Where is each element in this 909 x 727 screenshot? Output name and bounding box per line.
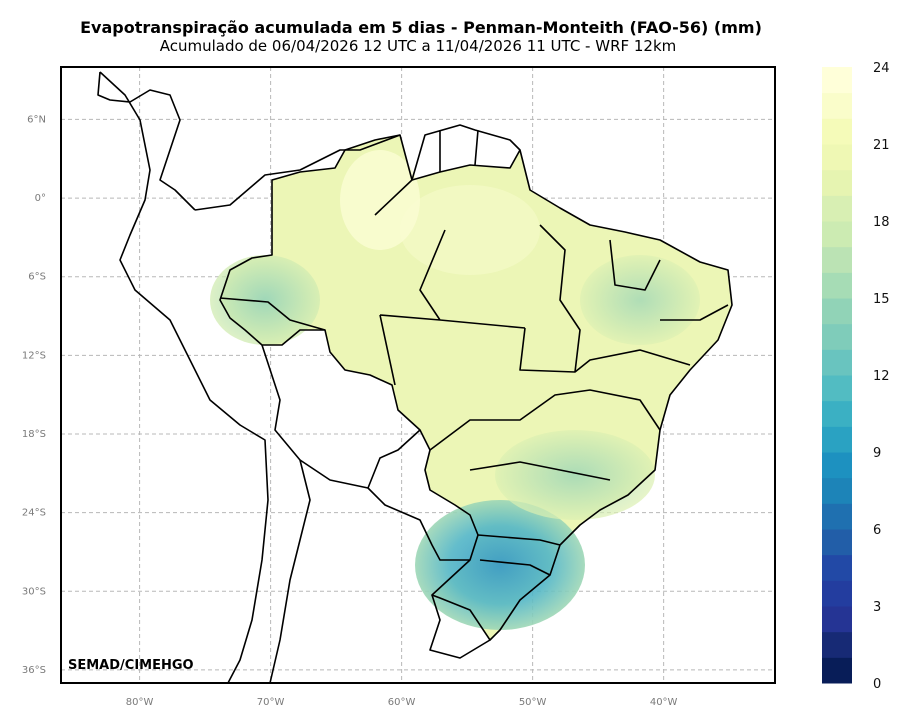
- colorbar-segment-15: [822, 272, 852, 299]
- chart-title: Evapotranspiração acumulada em 5 dias - …: [80, 18, 762, 37]
- lon-tick-label-0: 80°W: [126, 697, 154, 708]
- field-north-pale: [400, 185, 540, 275]
- lon-tick-label-4: 40°W: [650, 697, 678, 708]
- colorbar-tick-label-4: 12: [873, 369, 890, 384]
- field-northwest-pale: [340, 150, 420, 250]
- lat-tick-label-7: 36°S: [22, 665, 46, 676]
- data-field: [210, 135, 732, 640]
- brazil-field: [220, 135, 732, 640]
- colorbar-segment-4: [822, 554, 852, 581]
- lon-tick-label-1: 70°W: [257, 697, 285, 708]
- colorbar-tick-label-3: 9: [873, 446, 881, 461]
- lat-tick-label-5: 24°S: [22, 508, 46, 519]
- colorbar-segment-18: [822, 195, 852, 222]
- colorbar-segment-17: [822, 221, 852, 248]
- country-borders: [97, 71, 733, 683]
- colorbar-tick-label-5: 15: [873, 292, 890, 307]
- lon-axis: 80°W 70°W 60°W 50°W 40°W: [126, 697, 678, 708]
- field-southeast-green: [495, 430, 655, 520]
- colorbar-tick-label-0: 0: [873, 677, 881, 692]
- lon-tick-label-2: 60°W: [388, 697, 416, 708]
- colorbar-segment-3: [822, 580, 852, 607]
- colorbar-segment-6: [822, 503, 852, 530]
- west-coastline: [99, 71, 269, 683]
- colorbar-tick-label-6: 18: [873, 215, 890, 230]
- lat-tick-label-3: 12°S: [22, 350, 46, 361]
- colorbar-segment-20: [822, 144, 852, 171]
- colorbar-tick-label-8: 24: [873, 61, 890, 76]
- colorbar-segment-10: [822, 400, 852, 427]
- colorbar-segment-2: [822, 606, 852, 633]
- brazil-outline: [219, 134, 733, 641]
- colorbar-segment-11: [822, 375, 852, 402]
- central-america-coast: [97, 71, 196, 211]
- map-frame: [60, 66, 776, 684]
- state-borders-south: [429, 389, 661, 576]
- bolivia-border: [261, 344, 421, 489]
- uruguay-coast: [429, 594, 491, 659]
- credit-label: SEMAD/CIMEHGO: [68, 658, 194, 673]
- colorbar-segment-16: [822, 246, 852, 273]
- colorbar-segment-9: [822, 426, 852, 453]
- colorbar-segment-13: [822, 323, 852, 350]
- colorbar-segment-12: [822, 349, 852, 376]
- colorbar-ticks: 0 3 6 9 12 15 18 21 24: [873, 61, 890, 692]
- paraguay-border: [367, 487, 470, 561]
- state-borders-north: [219, 179, 526, 331]
- colorbar-segment-5: [822, 529, 852, 556]
- colorbar-tick-label-1: 3: [873, 600, 881, 615]
- colorbar-tick-label-7: 21: [873, 138, 890, 153]
- colorbar-segment-19: [822, 169, 852, 196]
- field-south-blue: [415, 500, 585, 630]
- guianas-borders: [411, 124, 521, 181]
- lat-axis: 6°N 0° 6°S 12°S 18°S 24°S 30°S 36°S: [22, 114, 46, 675]
- colorbar-segment-8: [822, 452, 852, 479]
- lat-tick-label-0: 6°N: [27, 114, 46, 125]
- colorbar-tick-label-2: 6: [873, 523, 881, 538]
- colorbar-segment-22: [822, 92, 852, 119]
- state-borders-northeast: [609, 239, 729, 321]
- lat-tick-label-4: 18°S: [22, 429, 46, 440]
- colorbar-segment-1: [822, 631, 852, 658]
- state-borders-center: [379, 224, 691, 386]
- lon-tick-label-3: 50°W: [519, 697, 547, 708]
- colorbar-segment-0: [822, 657, 852, 684]
- colorbar-segment-14: [822, 298, 852, 325]
- lat-tick-label-1: 0°: [35, 193, 46, 204]
- argentina-border: [269, 459, 311, 683]
- colorbar-segment-21: [822, 118, 852, 145]
- caribbean-coast: [194, 134, 401, 211]
- chart-subtitle: Acumulado de 06/04/2026 12 UTC a 11/04/2…: [159, 37, 677, 55]
- colorbar-segment-23: [822, 67, 852, 94]
- colorbar-segment-7: [822, 477, 852, 504]
- field-west-green: [210, 255, 320, 345]
- field-northeast-green: [580, 255, 700, 345]
- lat-tick-label-2: 6°S: [28, 272, 46, 283]
- colorbar: [822, 67, 852, 684]
- lat-tick-label-6: 30°S: [22, 586, 46, 597]
